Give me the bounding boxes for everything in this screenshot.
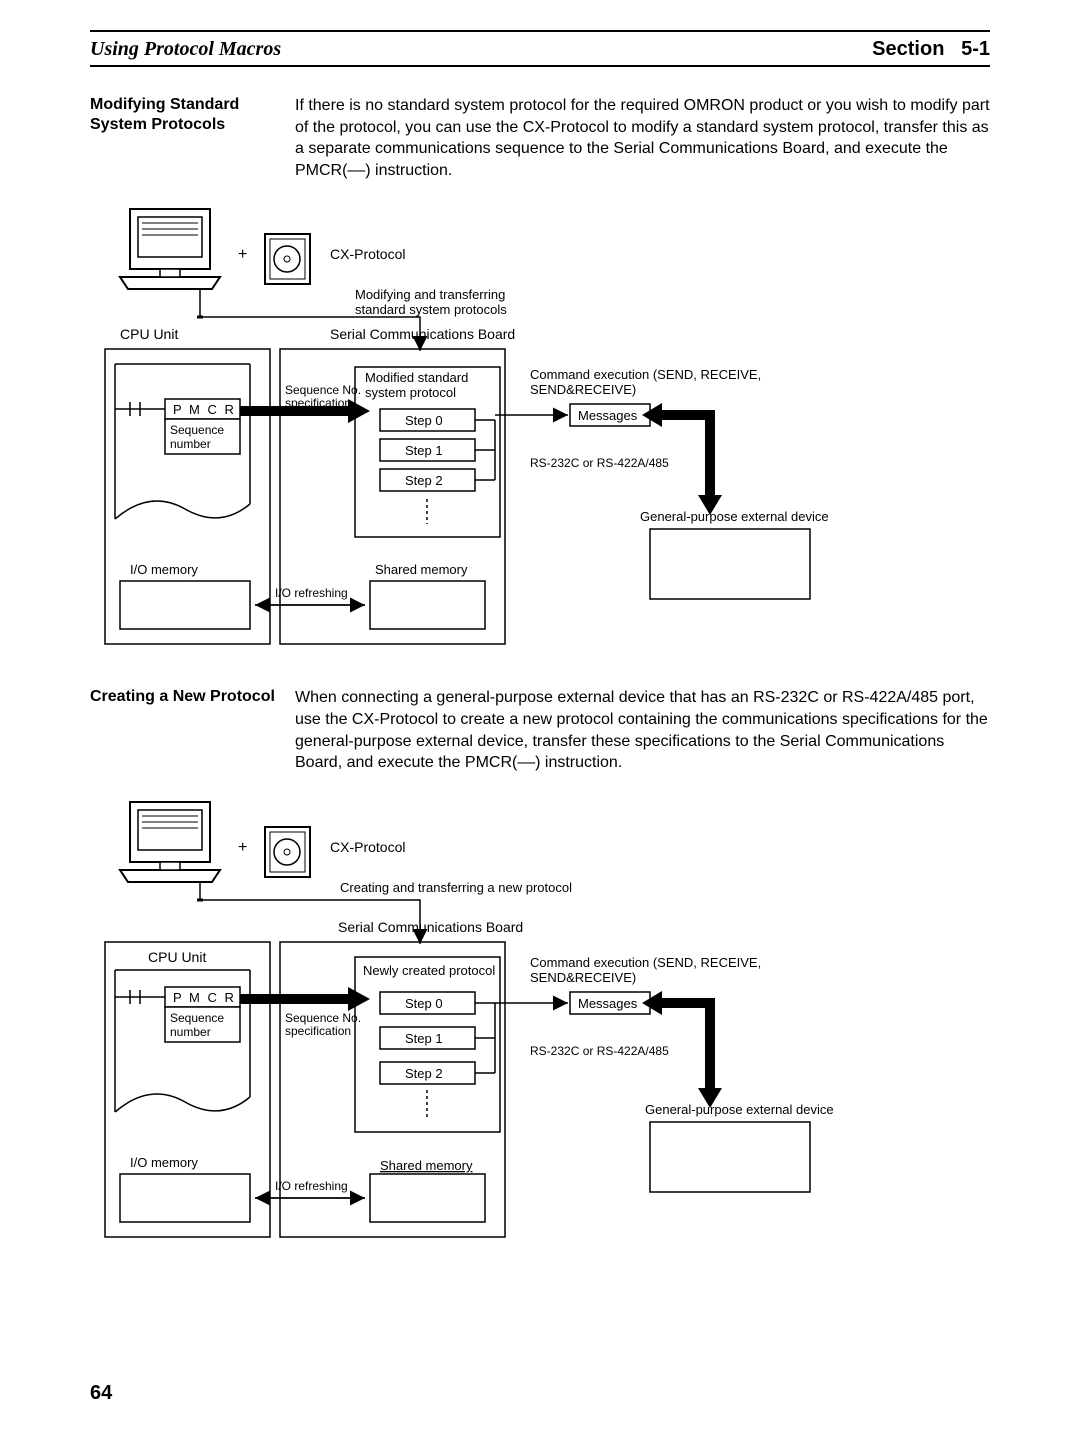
computer-icon — [120, 209, 220, 289]
io-refresh-label: I/O refreshing — [275, 1179, 348, 1193]
diagram1-svg: + CX-Protocol Modifying and transferring… — [90, 199, 990, 659]
step1-label: Step 1 — [405, 443, 443, 458]
protocol-label: Newly created protocol — [363, 963, 495, 978]
cd-icon — [265, 827, 310, 877]
header-right: Section 5-1 — [872, 38, 990, 61]
shared-mem-label: Shared memory — [375, 562, 468, 577]
seqnum-label: Sequence — [170, 1011, 224, 1025]
step2-label: Step 2 — [405, 1066, 443, 1081]
io-mem-label: I/O memory — [130, 562, 198, 577]
section-creating: Creating a New Protocol When connecting … — [90, 687, 990, 773]
section-modifying: Modifying Standard System Protocols If t… — [90, 95, 990, 181]
messages-label: Messages — [578, 408, 638, 423]
label-line: Modifying Standard — [90, 96, 239, 113]
computer-icon — [120, 802, 220, 882]
gp-device-label: General-purpose external device — [640, 509, 829, 524]
io-mem-box — [120, 1174, 250, 1222]
section-modifying-label: Modifying Standard System Protocols — [90, 95, 295, 181]
cpu-unit-label: CPU Unit — [148, 949, 206, 965]
header-left: Using Protocol Macros — [90, 38, 281, 61]
shared-mem-box — [370, 1174, 485, 1222]
pmcr-label: P M C R — [173, 402, 236, 417]
page-number: 64 — [90, 1382, 112, 1405]
diagram-creating: + CX-Protocol Creating and transferring … — [90, 792, 990, 1252]
seqno-label: Sequence No. — [285, 383, 361, 397]
step0-label: Step 0 — [405, 413, 443, 428]
scb-label: Serial Communications Board — [338, 919, 523, 935]
section-modifying-body: If there is no standard system protocol … — [295, 95, 990, 181]
section-creating-body: When connecting a general-purpose extern… — [295, 687, 990, 773]
cmd-exec-label: SEND&RECEIVE) — [530, 970, 636, 985]
step0-label: Step 0 — [405, 996, 443, 1011]
seqnum-label: number — [170, 437, 211, 451]
gp-device-box — [650, 529, 810, 599]
shared-mem-box — [370, 581, 485, 629]
pmcr-label: P M C R — [173, 990, 236, 1005]
diagram-modifying: + CX-Protocol Modifying and transferring… — [90, 199, 990, 659]
section-number: 5-1 — [961, 38, 990, 60]
plus-sign: + — [238, 246, 247, 263]
messages-label: Messages — [578, 996, 638, 1011]
io-mem-box — [120, 581, 250, 629]
plus-sign: + — [238, 839, 247, 856]
seqnum-label: number — [170, 1025, 211, 1039]
page: Using Protocol Macros Section 5-1 Modify… — [90, 30, 990, 1252]
io-refresh-label: I/O refreshing — [275, 586, 348, 600]
gp-device-box — [650, 1122, 810, 1192]
cpu-unit-label: CPU Unit — [120, 326, 178, 342]
io-mem-label: I/O memory — [130, 1155, 198, 1170]
protocol-label: system protocol — [365, 385, 456, 400]
transfer-label: Modifying and transferring — [355, 287, 505, 302]
section-creating-label: Creating a New Protocol — [90, 687, 295, 773]
shared-mem-label: Shared memory — [380, 1158, 473, 1173]
rs-label: RS-232C or RS-422A/485 — [530, 456, 669, 470]
cx-protocol-label: CX-Protocol — [330, 246, 405, 262]
cx-protocol-label: CX-Protocol — [330, 839, 405, 855]
cd-icon — [265, 234, 310, 284]
cmd-exec-label: Command execution (SEND, RECEIVE, — [530, 955, 761, 970]
step1-label: Step 1 — [405, 1031, 443, 1046]
diagram2-svg: + CX-Protocol Creating and transferring … — [90, 792, 990, 1252]
seqnum-label: Sequence — [170, 423, 224, 437]
seqno-label: specification — [285, 1024, 351, 1038]
cmd-exec-label: SEND&RECEIVE) — [530, 382, 636, 397]
label-line: System Protocols — [90, 116, 225, 133]
header-row: Using Protocol Macros Section 5-1 — [90, 32, 990, 67]
section-label: Section — [872, 38, 944, 60]
cmd-exec-label: Command execution (SEND, RECEIVE, — [530, 367, 761, 382]
rs-label: RS-232C or RS-422A/485 — [530, 1044, 669, 1058]
gp-device-label: General-purpose external device — [645, 1102, 834, 1117]
transfer-label: Creating and transferring a new protocol — [340, 880, 572, 895]
seqno-label: Sequence No. — [285, 1011, 361, 1025]
protocol-label: Modified standard — [365, 370, 468, 385]
scb-label: Serial Communications Board — [330, 326, 515, 342]
transfer-label: standard system protocols — [355, 302, 507, 317]
step2-label: Step 2 — [405, 473, 443, 488]
